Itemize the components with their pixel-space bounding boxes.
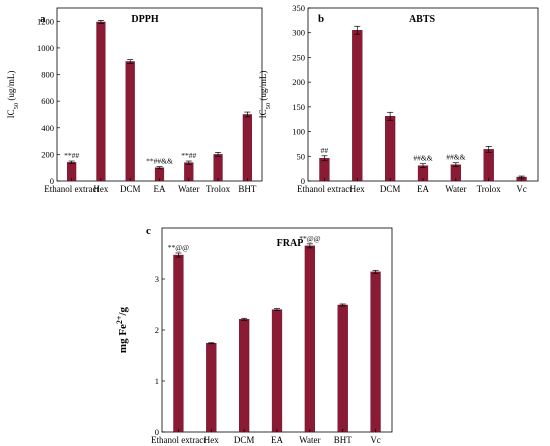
y-tick-label: 250	[292, 52, 305, 62]
bar	[304, 245, 315, 433]
x-tick-label: BHT	[238, 184, 257, 194]
x-tick-label: Hex	[204, 435, 219, 445]
x-tick-label: Vc	[370, 435, 381, 445]
x-tick-label: Ethanol extract	[297, 184, 352, 194]
bar	[370, 271, 381, 433]
chart-title: FRAP	[277, 238, 304, 249]
chart-title: DPPH	[131, 14, 158, 25]
bar	[352, 30, 363, 182]
x-tick-label: DCM	[234, 435, 255, 445]
x-tick-label: EA	[154, 184, 166, 194]
panel-letter: a	[40, 13, 46, 25]
y-tick-label: 200	[292, 77, 305, 87]
chart-panel-c: 0 1 2 3 Ethanol extract **@@ Hex DCM EA Water **@@…	[115, 225, 393, 445]
y-tick-label: 150	[292, 102, 305, 112]
y-tick-label: 350	[292, 3, 305, 13]
bar	[96, 21, 106, 182]
panel-letter: c	[146, 225, 151, 237]
chart-title: ABTS	[409, 14, 436, 25]
y-tick-label: 300	[292, 28, 305, 38]
bar	[483, 149, 494, 182]
y-axis-label: IC50 (ug/mL)	[258, 71, 272, 119]
significance-label: ##&&	[446, 153, 465, 162]
y-axis-label: IC50 (ug/mL)	[6, 71, 20, 119]
y-tick-label: 600	[41, 96, 54, 106]
bar	[125, 61, 135, 182]
significance-label: **##&&	[146, 157, 173, 166]
x-tick-label: Trolox	[477, 184, 502, 194]
y-tick-label: 800	[41, 70, 54, 80]
y-tick-label: 1	[155, 376, 159, 386]
x-tick-label: Water	[299, 435, 320, 445]
y-tick-label: 100	[292, 127, 305, 137]
y-tick-label: 0	[155, 427, 159, 437]
y-tick-label: 2	[155, 325, 159, 335]
chart-panel-b: 0 50 100 150 200 250 300 350 Ethanol extract ## He…	[258, 3, 539, 194]
bar	[319, 158, 330, 182]
x-tick-label: Water	[445, 184, 466, 194]
y-tick-label: 0	[301, 176, 305, 186]
significance-label: ##	[321, 146, 329, 155]
bar	[385, 116, 396, 182]
x-tick-label: Vc	[516, 184, 527, 194]
significance-label: ##&&	[413, 154, 432, 163]
bar	[239, 319, 250, 433]
x-tick-label: EA	[417, 184, 429, 194]
bar	[213, 154, 223, 182]
x-tick-label: EA	[271, 435, 283, 445]
significance-label: **##	[64, 151, 79, 160]
y-tick-label: 0	[50, 176, 54, 186]
bar	[206, 343, 217, 433]
x-tick-label: Trolox	[206, 184, 231, 194]
x-tick-label: Hex	[350, 184, 365, 194]
significance-label: **@@	[168, 243, 189, 252]
significance-label: **##	[181, 151, 196, 160]
panel-letter: b	[318, 13, 324, 25]
x-tick-label: DCM	[120, 184, 141, 194]
x-tick-label: DCM	[380, 184, 401, 194]
y-tick-label: 1000	[37, 43, 54, 53]
y-tick-label: 200	[41, 149, 54, 159]
chart-panel-a: 0 200 400 600 800 1000 1200 Ethanol extract **##…	[6, 7, 263, 194]
y-tick-label: 3	[155, 274, 159, 284]
bar	[337, 304, 348, 433]
y-tick-label: 50	[297, 151, 306, 161]
x-tick-label: Hex	[93, 184, 108, 194]
plot-frame	[56, 7, 263, 182]
bar	[173, 254, 184, 433]
x-tick-label: BHT	[334, 435, 353, 445]
y-tick-label: 1200	[37, 16, 54, 26]
y-axis-label: mg Fe2+/g	[115, 306, 130, 353]
x-tick-label: Ethanol extract	[44, 184, 99, 194]
bar	[271, 309, 283, 433]
significance-label: **@@	[299, 234, 320, 243]
x-tick-label: Water	[178, 184, 199, 194]
bar	[242, 114, 252, 182]
y-tick-label: 400	[41, 123, 54, 133]
x-tick-label: Ethanol extract	[151, 435, 206, 445]
